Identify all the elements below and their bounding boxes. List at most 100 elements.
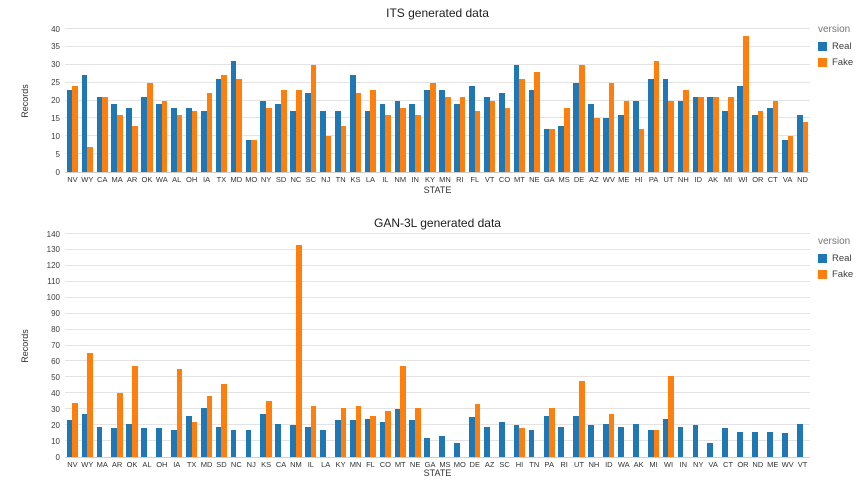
bar-fake-MT [400, 366, 406, 457]
bar-fake-IN [415, 114, 421, 172]
x-tick-label: ID [605, 460, 613, 469]
bar-fake-MD [206, 396, 213, 457]
y-tick-label: 35 [51, 42, 60, 52]
x-tick-label: ND [752, 460, 764, 469]
bar-real-MA [111, 104, 118, 172]
bar-group-ME: ME [616, 29, 631, 184]
x-tick-label: AZ [484, 460, 495, 469]
x-tick-label: AR [111, 460, 123, 469]
bar-group-AK: AK [706, 29, 721, 184]
bar-real-OK [141, 96, 147, 172]
legend-item-real[interactable]: Real [818, 41, 853, 52]
chart-title: GAN-3L generated data [374, 216, 501, 230]
bar-real-NM [290, 425, 296, 457]
gridline [65, 28, 810, 29]
bar-real-MD [230, 61, 237, 172]
bar-group-IL: IL [303, 234, 318, 469]
bar-fake-IA [176, 369, 183, 457]
y-tick-label: 15 [51, 113, 60, 123]
bar-fake-MA [117, 114, 123, 172]
x-tick-label: MD [230, 175, 243, 184]
legend-item-fake[interactable]: Fake [818, 57, 853, 68]
bar-fake-TX [191, 421, 198, 457]
bar-real-TX [215, 79, 222, 172]
x-tick-label: HI [515, 460, 524, 469]
bar-real-PA [647, 79, 654, 172]
bar-group-KY: KY [333, 234, 348, 469]
bar-real-NC [290, 111, 296, 172]
x-tick-label: LA [365, 175, 376, 184]
bar-real-KY [424, 89, 431, 172]
bar-fake-IL [310, 406, 317, 457]
gridline [65, 344, 810, 346]
bar-group-AL: AL [140, 234, 155, 469]
bar-real-CO [498, 93, 505, 172]
x-tick-label: NJ [321, 175, 331, 184]
bar-real-GA [424, 437, 431, 457]
x-tick-label: CA [275, 460, 287, 469]
x-tick-label: HI [634, 175, 643, 184]
bar-real-NC [230, 429, 237, 457]
bar-fake-KY [430, 82, 436, 172]
x-tick-label: SC [305, 175, 317, 184]
bar-group-IN: IN [676, 234, 691, 469]
y-tick-label: 90 [51, 309, 60, 319]
bar-real-OR [752, 114, 758, 172]
bar-real-KS [260, 414, 267, 457]
bar-group-OH: OH [154, 234, 169, 469]
bar-real-MN [349, 420, 356, 457]
legend-item-fake[interactable]: Fake [818, 269, 853, 280]
x-tick-label: WA [155, 175, 168, 184]
x-tick-label: VA [708, 460, 718, 469]
bar-group-MI: MI [721, 29, 736, 184]
bar-group-NM: NM [289, 234, 304, 469]
bar-fake-ME [623, 100, 630, 172]
y-tick-label: 5 [55, 149, 60, 159]
bar-real-MO [245, 139, 252, 172]
gridline [65, 99, 810, 101]
x-tick-label: SD [275, 175, 287, 184]
x-tick-label: AR [126, 175, 138, 184]
bar-fake-NE [534, 71, 540, 172]
legend-item-real[interactable]: Real [818, 253, 853, 264]
x-tick-label: SC [499, 460, 510, 469]
x-tick-label: ME [767, 460, 779, 469]
bar-real-MS [439, 436, 445, 457]
bar-fake-VA [787, 136, 794, 172]
bar-fake-AK [713, 96, 719, 172]
bar-group-NJ: NJ [244, 234, 259, 469]
x-tick-label: WI [663, 460, 674, 469]
bar-real-ME [767, 431, 773, 457]
bar-group-MT: MT [512, 29, 527, 184]
x-tick-label: KS [350, 175, 361, 184]
y-tick-label: 10 [51, 436, 60, 446]
y-tick-label: 30 [51, 60, 60, 70]
bar-real-MI [722, 111, 729, 172]
bar-real-OH [185, 107, 192, 172]
bar-real-NE [409, 420, 416, 457]
bar-group-NM: NM [393, 29, 408, 184]
x-tick-label: KY [425, 175, 436, 184]
bar-fake-OR [757, 111, 764, 172]
x-tick-label: IL [382, 175, 389, 184]
bar-real-SC [498, 421, 505, 457]
bar-group-GA: GA [423, 234, 438, 469]
y-axis-title: Records [20, 84, 30, 118]
bar-fake-GA [549, 129, 555, 172]
bar-fake-CT [772, 100, 779, 172]
bar-real-MD [200, 407, 207, 457]
bar-group-LA: LA [318, 234, 333, 469]
x-tick-label: UT [574, 460, 585, 469]
y-tick-label: 0 [55, 452, 60, 462]
y-tick-label: 70 [51, 341, 60, 350]
y-tick-label: 20 [51, 96, 60, 105]
gridline [65, 376, 810, 378]
bar-group-HI: HI [512, 234, 527, 469]
bar-group-ID: ID [601, 234, 616, 469]
x-tick-label: NE [409, 460, 421, 469]
legend-swatch-real [818, 42, 827, 51]
gridline [65, 280, 810, 282]
bar-real-KS [349, 75, 356, 172]
bar-fake-MO [251, 139, 257, 172]
x-tick-label: WV [602, 175, 615, 184]
